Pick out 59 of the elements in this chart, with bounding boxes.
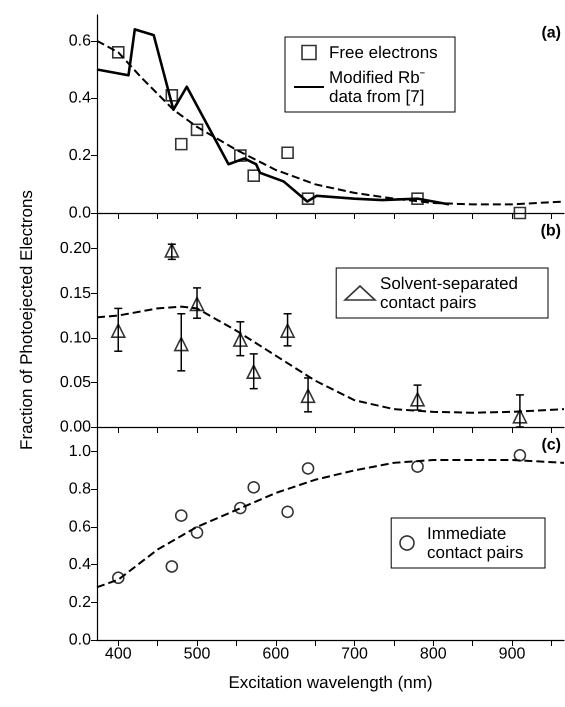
point	[246, 364, 262, 380]
point	[233, 332, 248, 347]
y-tick-label: 0.0	[68, 632, 92, 648]
point	[190, 123, 204, 136]
x-axis-title: Excitation wavelength (nm)	[228, 673, 433, 692]
point	[174, 138, 188, 150]
legend-label: Solvent-separated contact pairs	[380, 274, 523, 312]
point	[280, 323, 295, 338]
legend-label: Free electrons	[329, 43, 438, 62]
x-tick-label: 400	[104, 646, 132, 662]
point	[410, 392, 425, 407]
point	[300, 388, 316, 404]
y-tick-label: 0.6	[68, 518, 92, 536]
point	[166, 89, 178, 102]
point	[190, 526, 204, 539]
y-tick-label: 0.6	[68, 32, 92, 50]
y-tick-label: 0.4	[68, 90, 92, 107]
point	[302, 462, 314, 475]
point	[411, 460, 424, 473]
annotation: (a)	[541, 24, 562, 42]
y-tick-label: 0.10	[60, 329, 92, 346]
point	[190, 296, 204, 312]
point	[247, 169, 260, 182]
y-tick-label: 0.20	[60, 240, 92, 258]
x-tick-label: 600	[262, 646, 290, 662]
x-tick-label: 500	[184, 646, 210, 662]
point	[512, 409, 528, 424]
y-tick-label: 0.8	[68, 480, 92, 498]
y-tick-label: 0.05	[60, 374, 92, 391]
y-tick-label: 1.0	[68, 443, 92, 460]
y-tick-label: 0.0	[68, 204, 92, 222]
legend-label: Modified Rb⁻ data from [7]	[329, 68, 430, 106]
point	[281, 506, 294, 518]
point	[234, 149, 247, 162]
point	[110, 323, 126, 338]
point	[514, 206, 526, 220]
point	[514, 448, 526, 462]
point	[166, 560, 178, 573]
x-tick-label: 900	[498, 646, 526, 662]
point	[302, 192, 314, 205]
y-tick-label: 0.15	[60, 284, 92, 302]
point	[174, 509, 188, 522]
x-tick-label: 800	[420, 646, 447, 662]
point	[112, 46, 125, 59]
y-tick-label: 0.00	[60, 418, 92, 436]
y-tick-label: 0.2	[68, 147, 92, 164]
y-tick-label: 0.2	[68, 594, 92, 611]
point	[281, 146, 294, 160]
annotation: (b)	[540, 222, 562, 240]
point	[174, 336, 189, 352]
point	[411, 192, 424, 205]
point	[112, 572, 125, 584]
x-tick-label: 700	[341, 646, 368, 662]
annotation: (c)	[541, 436, 562, 454]
point	[234, 502, 247, 514]
y-tick-label: 0.4	[68, 556, 92, 574]
point	[247, 481, 260, 494]
legend-label: Immediate contact pairs	[427, 524, 524, 562]
y-axis-title: Fraction of Photoejected Electrons	[17, 190, 36, 450]
